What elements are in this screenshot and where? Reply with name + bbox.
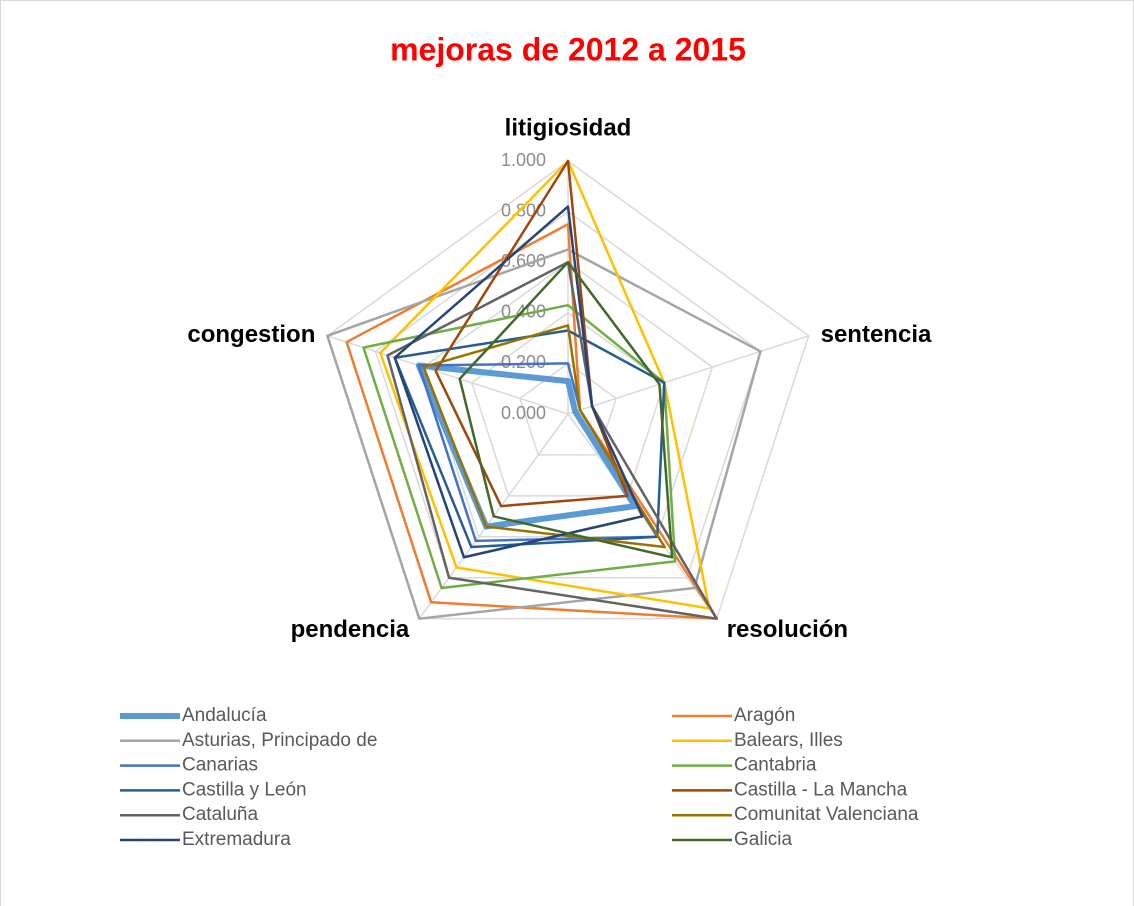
r-tick-label: 1.000 — [501, 150, 546, 170]
legend-label: Extremadura — [182, 829, 291, 850]
series-line — [345, 223, 718, 620]
legend-label: Castilla y León — [182, 779, 307, 800]
series-line — [393, 205, 644, 559]
grid-line — [374, 210, 762, 579]
category-label: congestion — [187, 321, 315, 348]
series-line — [422, 324, 666, 549]
legend-label: Comunitat Valenciana — [734, 804, 919, 825]
chart-title: mejoras de 2012 a 2015 — [390, 31, 746, 67]
series-line — [415, 362, 638, 530]
category-label: resolución — [727, 616, 848, 643]
r-tick-label: 0.000 — [501, 403, 546, 423]
spoke — [567, 335, 809, 415]
category-label: litigiosidad — [505, 114, 632, 141]
legend-label: Canarias — [182, 755, 258, 776]
r-tick-label: 0.800 — [501, 200, 546, 220]
legend-label: Aragón — [734, 705, 795, 726]
legend-label: Galicia — [734, 829, 793, 850]
category-label: pendencia — [291, 616, 410, 643]
legend-label: Cataluña — [182, 804, 258, 825]
legend-label: Balears, Illes — [734, 730, 843, 751]
series-line — [379, 159, 711, 610]
r-tick-label: 0.200 — [501, 352, 546, 372]
spoke — [327, 335, 569, 415]
legend-label: Cantabria — [734, 755, 817, 776]
grid-line — [518, 362, 618, 456]
legend-label: Andalucía — [182, 705, 267, 726]
grid-line — [326, 160, 810, 620]
legend-label: Asturias, Principado de — [182, 730, 377, 751]
series-line — [458, 260, 674, 559]
series-line — [326, 248, 762, 620]
legend-label: Castilla - La Mancha — [734, 779, 908, 800]
category-label: sentencia — [821, 321, 932, 348]
series-line — [393, 329, 666, 549]
